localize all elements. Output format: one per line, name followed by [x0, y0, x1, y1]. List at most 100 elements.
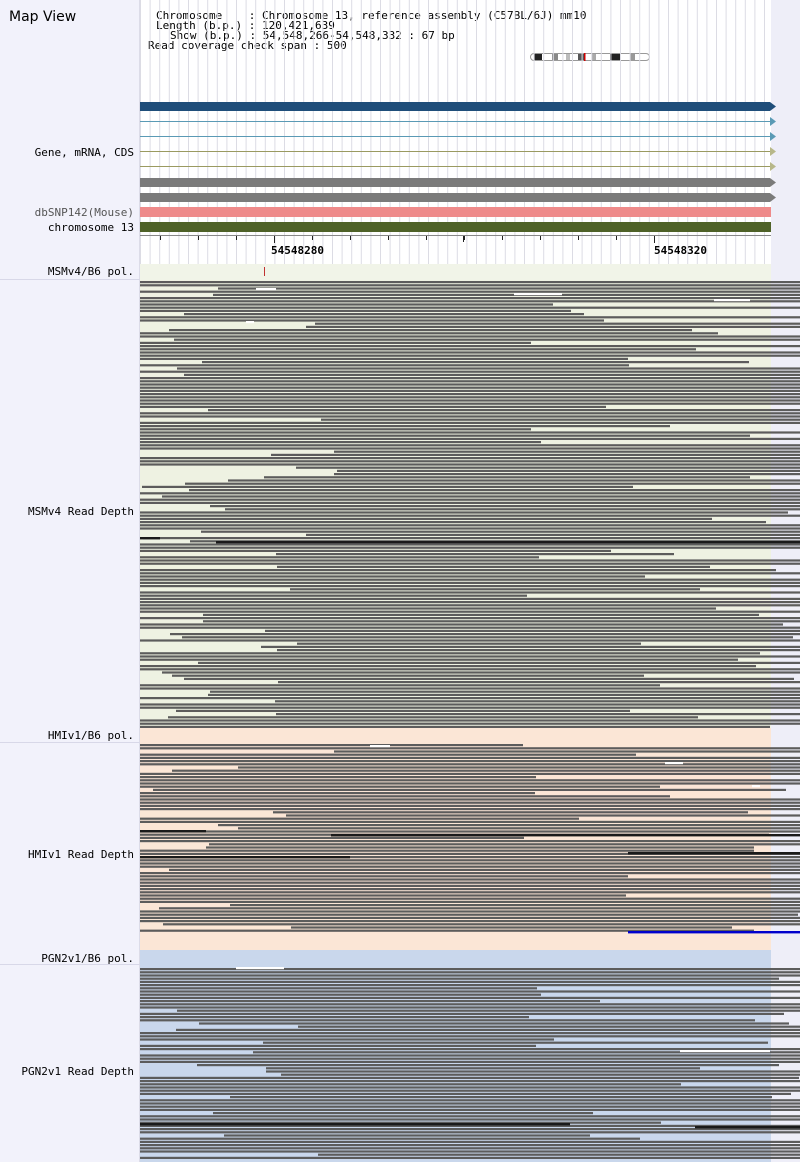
read — [228, 479, 800, 482]
read — [140, 297, 800, 300]
read — [140, 1060, 800, 1063]
read — [140, 891, 800, 894]
read — [203, 620, 800, 623]
pgn-depth-label: PGN2v1 Read Depth — [21, 1065, 134, 1078]
read — [140, 415, 800, 418]
read — [140, 380, 800, 383]
read — [176, 709, 630, 712]
read — [140, 501, 800, 504]
track-area[interactable]: 54548280 54548320 — [140, 0, 800, 1162]
read — [140, 623, 783, 626]
cds-arrow-icon — [770, 147, 776, 156]
read-gap — [256, 288, 276, 291]
read — [201, 530, 800, 533]
grid-line — [716, 0, 717, 264]
read — [140, 830, 206, 833]
read — [273, 811, 748, 814]
read — [140, 393, 800, 396]
read — [140, 319, 604, 322]
tracks-canvas[interactable] — [140, 0, 800, 1162]
mrna-arrow-icon — [770, 117, 776, 126]
read — [264, 476, 750, 479]
read — [198, 661, 800, 664]
grid-line — [408, 0, 410, 264]
read — [140, 386, 800, 389]
read — [209, 843, 800, 846]
grid-line — [226, 0, 228, 264]
grid-line — [188, 0, 189, 264]
grid-line — [245, 0, 247, 264]
read — [140, 351, 800, 354]
read — [140, 604, 800, 607]
read — [278, 681, 800, 684]
ruler-tick-label: 54548280 — [271, 244, 324, 257]
read — [140, 993, 541, 996]
read — [140, 626, 800, 629]
read — [337, 469, 800, 472]
read — [140, 617, 800, 620]
grid-line — [744, 0, 746, 264]
read — [140, 1016, 529, 1019]
grid-line — [639, 0, 641, 264]
read — [140, 795, 670, 798]
read — [197, 1064, 779, 1067]
grid-line — [514, 0, 516, 264]
read — [140, 1144, 800, 1147]
grid-line — [572, 0, 573, 264]
read — [140, 753, 636, 756]
read — [277, 649, 800, 652]
read — [140, 537, 160, 540]
chromosome-ideogram[interactable] — [530, 53, 650, 61]
read — [140, 389, 800, 392]
read — [140, 514, 800, 517]
read — [140, 900, 800, 903]
read — [184, 313, 584, 316]
read — [140, 591, 800, 594]
read — [140, 652, 760, 655]
read — [140, 894, 626, 897]
read — [140, 444, 800, 447]
read — [176, 1028, 800, 1031]
read — [140, 722, 800, 725]
read — [140, 1076, 799, 1079]
ruler-line — [140, 235, 771, 236]
read — [230, 904, 800, 907]
ruler-tick-label: 54548320 — [654, 244, 707, 257]
read — [265, 629, 800, 632]
grid-line — [447, 0, 449, 264]
read — [140, 463, 800, 466]
read — [140, 1012, 784, 1015]
read — [140, 878, 800, 881]
read — [140, 1086, 800, 1089]
read — [218, 287, 800, 290]
ruler-tick — [464, 236, 465, 240]
read — [140, 402, 800, 405]
read — [628, 852, 800, 855]
ruler-tick — [350, 236, 351, 240]
ruler-tick — [312, 236, 313, 240]
read — [140, 1003, 800, 1006]
read — [210, 690, 800, 693]
read — [140, 559, 800, 562]
read — [140, 345, 800, 348]
read — [140, 872, 800, 875]
read — [140, 437, 800, 440]
read — [140, 457, 800, 460]
grid-line — [581, 0, 583, 264]
read — [140, 792, 535, 795]
read — [140, 760, 800, 763]
grid-line — [658, 0, 660, 264]
grid-line — [418, 0, 420, 264]
ruler-tick — [236, 236, 237, 240]
read — [140, 804, 800, 807]
read — [208, 409, 800, 412]
grid-line — [159, 0, 161, 264]
read-gap — [752, 785, 760, 788]
read — [140, 524, 800, 527]
read — [162, 495, 800, 498]
read — [230, 1096, 772, 1099]
read — [140, 820, 800, 823]
read — [140, 865, 800, 868]
grid-line — [322, 0, 324, 264]
read — [140, 668, 800, 671]
